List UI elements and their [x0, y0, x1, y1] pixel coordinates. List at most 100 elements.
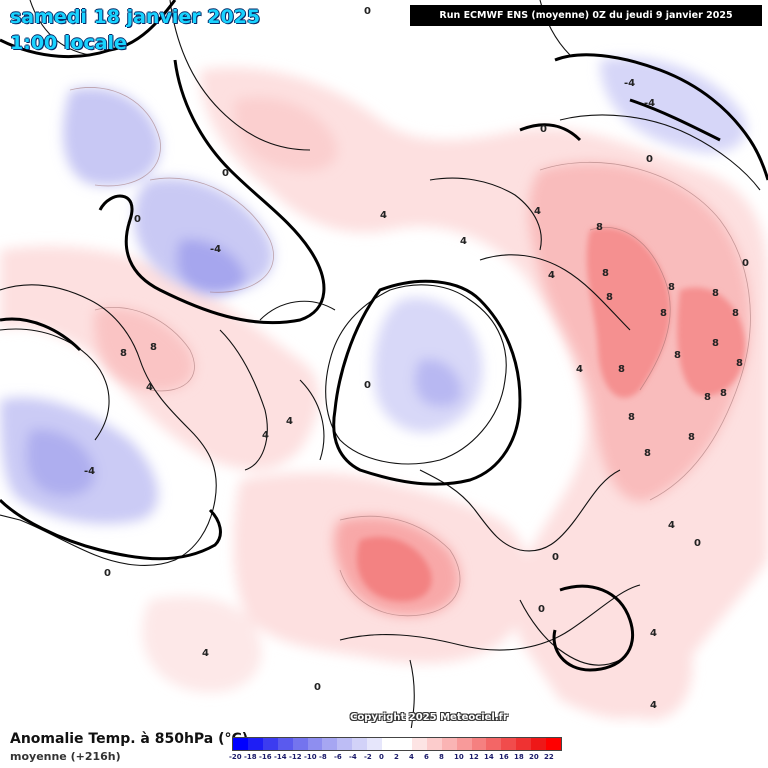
legend-tick-label: -14 — [274, 753, 287, 761]
legend-swatch — [411, 738, 427, 750]
legend-swatch — [426, 738, 442, 750]
legend-tick-label: 22 — [544, 753, 554, 761]
contour-label: 4 — [650, 628, 657, 639]
forecast-date: samedi 18 janvier 2025 — [10, 6, 261, 28]
contour-label: 4 — [650, 700, 657, 711]
contour-label: 8 — [688, 432, 695, 443]
legend-tick-label: -12 — [289, 753, 302, 761]
contour-label: 4 — [380, 210, 387, 221]
contour-label: 8 — [720, 388, 727, 399]
legend-swatch — [471, 738, 487, 750]
legend-swatch — [307, 738, 323, 750]
contour-label: 8 — [732, 308, 739, 319]
contour-label: 8 — [704, 392, 711, 403]
contour-label: 0 — [222, 168, 229, 179]
contour-label: 8 — [618, 364, 625, 375]
contour-label: 8 — [668, 282, 675, 293]
contour-label: -4 — [644, 98, 655, 109]
legend-swatch — [546, 738, 561, 750]
legend-tick-label: 16 — [499, 753, 509, 761]
legend-swatch — [292, 738, 308, 750]
contour-label: 8 — [644, 448, 651, 459]
contour-label: 8 — [712, 288, 719, 299]
contour-label: -4 — [624, 78, 635, 89]
contour-label: 4 — [460, 236, 467, 247]
color-scale-ticks: -20 -18 -16 -14 -12 -10 -8 -6 -4 -2 0 2 4 6 8 10 12 14 16 1… — [229, 753, 562, 763]
contour-label: 4 — [146, 382, 153, 393]
contour-lines-thin — [69, 87, 751, 617]
legend-tick-label: -20 — [229, 753, 242, 761]
contour-label: 4 — [668, 520, 675, 531]
cold-anomaly-layer — [0, 57, 747, 524]
contour-label: 0 — [538, 604, 545, 615]
legend-tick-label: 0 — [379, 753, 384, 761]
contour-label: 8 — [602, 268, 609, 279]
contour-label: 0 — [552, 552, 559, 563]
legend-tick-label: -16 — [259, 753, 272, 761]
contour-label: -4 — [84, 466, 95, 477]
color-scale-legend: -20 -18 -16 -14 -12 -10 -8 -6 -4 -2 0 2 4 6 8 10 12 14 16 1… — [229, 737, 562, 763]
contour-label: 0 — [314, 682, 321, 693]
contour-label: 0 — [364, 6, 371, 17]
contour-label: 8 — [628, 412, 635, 423]
contour-label: 4 — [286, 416, 293, 427]
legend-tick-label: 20 — [529, 753, 539, 761]
legend-tick-label: 8 — [439, 753, 444, 761]
contour-label: 0 — [364, 380, 371, 391]
contour-label: 4 — [202, 648, 209, 659]
color-scale-swatches — [232, 737, 562, 751]
contour-label: 0 — [540, 124, 547, 135]
legend-swatch — [262, 738, 278, 750]
warm-core-layer — [356, 227, 746, 602]
legend-tick-label: 4 — [409, 753, 414, 761]
legend-swatch — [337, 738, 353, 750]
forecast-time: 1:00 locale — [10, 32, 127, 54]
contour-label: 8 — [596, 222, 603, 233]
legend-tick-label: 12 — [469, 753, 479, 761]
variable-subtitle: moyenne (+216h) — [10, 750, 121, 763]
contour-label: 0 — [742, 258, 749, 269]
contour-label: 8 — [674, 350, 681, 361]
legend-swatch — [382, 738, 397, 750]
legend-swatch — [396, 738, 412, 750]
legend-swatch — [531, 738, 547, 750]
contour-label: 8 — [736, 358, 743, 369]
legend-tick-label: -8 — [319, 753, 327, 761]
legend-swatch — [367, 738, 383, 750]
model-run-label: Run ECMWF ENS (moyenne) 0Z du jeudi 9 ja… — [410, 5, 762, 26]
contour-label: 8 — [120, 348, 127, 359]
variable-title: Anomalie Temp. à 850hPa (°C) — [10, 731, 249, 747]
contour-label: 0 — [646, 154, 653, 165]
legend-swatch — [247, 738, 263, 750]
legend-swatch — [441, 738, 457, 750]
legend-swatch — [277, 738, 293, 750]
contour-label: 8 — [150, 342, 157, 353]
contour-label: 4 — [548, 270, 555, 281]
contour-label: 4 — [262, 430, 269, 441]
legend-swatch — [516, 738, 532, 750]
contour-label: 4 — [534, 206, 541, 217]
legend-tick-label: -18 — [244, 753, 257, 761]
legend-swatch — [322, 738, 338, 750]
legend-swatch — [456, 738, 472, 750]
legend-swatch — [233, 738, 248, 750]
legend-tick-label: 6 — [424, 753, 429, 761]
contour-label: 0 — [694, 538, 701, 549]
copyright: Copyright 2025 Meteociel.fr — [350, 712, 508, 723]
legend-tick-label: 18 — [514, 753, 524, 761]
contour-label: 0 — [104, 568, 111, 579]
legend-tick-label: 14 — [484, 753, 494, 761]
contour-label: -4 — [210, 244, 221, 255]
legend-swatch — [486, 738, 502, 750]
legend-tick-label: -10 — [304, 753, 317, 761]
legend-tick-label: -2 — [364, 753, 372, 761]
legend-tick-label: 2 — [394, 753, 399, 761]
contour-labels: 0 0 0 0 0 0 0 0 0 0 0 0 -4 -4 -4 -4 4 4 … — [84, 6, 749, 711]
legend-tick-label: -6 — [334, 753, 342, 761]
legend-tick-label: 10 — [454, 753, 464, 761]
contour-label: 4 — [576, 364, 583, 375]
